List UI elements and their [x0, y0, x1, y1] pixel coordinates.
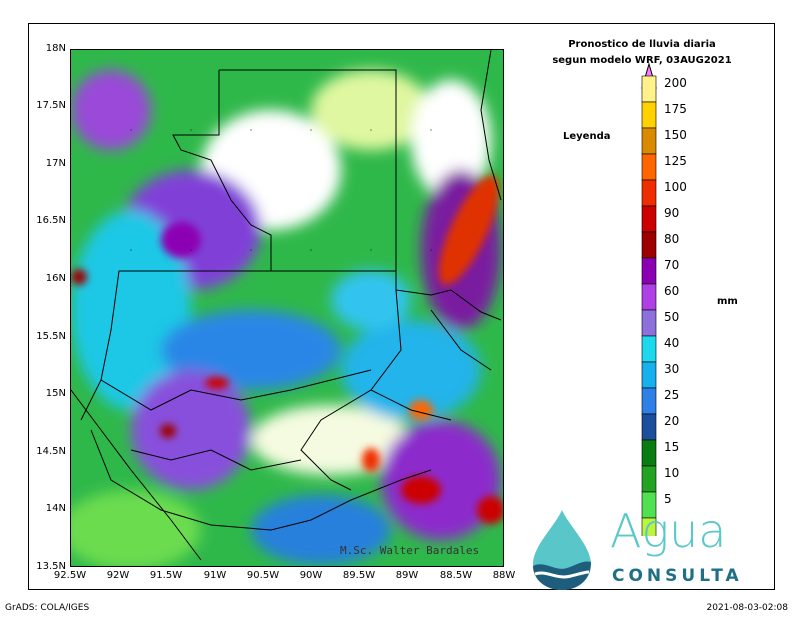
colorbar-segment — [641, 413, 657, 441]
y-tick-label: 15.5N — [36, 331, 66, 342]
colorbar-tick-label: 20 — [664, 414, 680, 428]
x-tick-label: 88W — [492, 570, 516, 581]
x-tick-label: 89.5W — [342, 570, 376, 581]
water-drop-icon — [533, 510, 591, 590]
colorbar-segment — [641, 361, 657, 389]
y-tick-label: 17N — [45, 158, 66, 169]
colorbar-tick-label: 10 — [664, 466, 680, 480]
colorbar-segment — [641, 231, 657, 259]
footer-software: GrADS: COLA/IGES — [5, 603, 90, 613]
y-tick-label: 16.5N — [36, 215, 66, 226]
colorbar-segment — [641, 283, 657, 311]
colorbar-segment — [641, 101, 657, 129]
rainfall-field — [71, 50, 503, 566]
rainfall-map — [70, 49, 504, 567]
colorbar-segment — [641, 517, 657, 536]
colorbar-tick-label: 15 — [664, 440, 680, 454]
colorbar — [641, 62, 657, 536]
colorbar-segment — [641, 179, 657, 207]
borders — [71, 50, 502, 561]
colorbar-tick-label: 175 — [664, 102, 687, 116]
colorbar-tick-label: 150 — [664, 128, 687, 142]
x-tick-label: 92.5W — [53, 570, 87, 581]
y-tick-label: 18N — [45, 43, 66, 54]
colorbar-segment — [641, 127, 657, 155]
colorbar-tick-label: 50 — [664, 310, 680, 324]
unit-label: mm — [717, 296, 738, 307]
colorbar-tick-label: 5 — [664, 492, 672, 506]
colorbar-tick-label: 90 — [664, 206, 680, 220]
colorbar-segment — [641, 387, 657, 415]
author-credit: M.Sc. Walter Bardales — [340, 544, 480, 557]
x-tick-label: 92W — [106, 570, 130, 581]
y-tick-label: 14.5N — [36, 446, 66, 457]
x-tick-label: 89W — [395, 570, 419, 581]
colorbar-segment — [641, 257, 657, 285]
colorbar-segment — [641, 335, 657, 363]
y-tick-label: 17.5N — [36, 100, 66, 111]
map-subtitle: segun modelo WRF, 03AUG2021 — [552, 55, 732, 66]
x-tick-label: 90.5W — [246, 570, 280, 581]
plot-frame — [28, 23, 775, 590]
colorbar-tick-label: 70 — [664, 258, 680, 272]
x-tick-label: 88.5W — [439, 570, 473, 581]
brand-name: Agua — [610, 504, 727, 558]
y-tick-label: 16N — [45, 273, 66, 284]
colorbar-segment — [641, 439, 657, 467]
colorbar-segment — [641, 309, 657, 337]
colorbar-segment — [641, 465, 657, 493]
x-tick-label: 91.5W — [149, 570, 183, 581]
colorbar-tick-label: 40 — [664, 336, 680, 350]
footer-timestamp: 2021-08-03-02:08 — [706, 603, 789, 613]
brand-subtitle: CONSULTA — [612, 566, 743, 586]
colorbar-segment — [641, 75, 657, 103]
y-tick-label: 14N — [45, 503, 66, 514]
x-tick-label: 90W — [299, 570, 323, 581]
colorbar-tick-label: 100 — [664, 180, 687, 194]
colorbar-segment — [641, 153, 657, 181]
colorbar-tick-label: 80 — [664, 232, 680, 246]
colorbar-tick-label: 60 — [664, 284, 680, 298]
colorbar-tick-label: 25 — [664, 388, 680, 402]
colorbar-tick-label: 200 — [664, 76, 687, 90]
x-tick-label: 91W — [203, 570, 227, 581]
colorbar-segment — [641, 205, 657, 233]
colorbar-tick-label: 30 — [664, 362, 680, 376]
map-title: Pronostico de lluvia diaria — [568, 39, 716, 50]
colorbar-tick-label: 125 — [664, 154, 687, 168]
y-tick-label: 15N — [45, 388, 66, 399]
legend-title: Leyenda — [563, 131, 611, 142]
y-tick-label: 13.5N — [36, 561, 66, 572]
